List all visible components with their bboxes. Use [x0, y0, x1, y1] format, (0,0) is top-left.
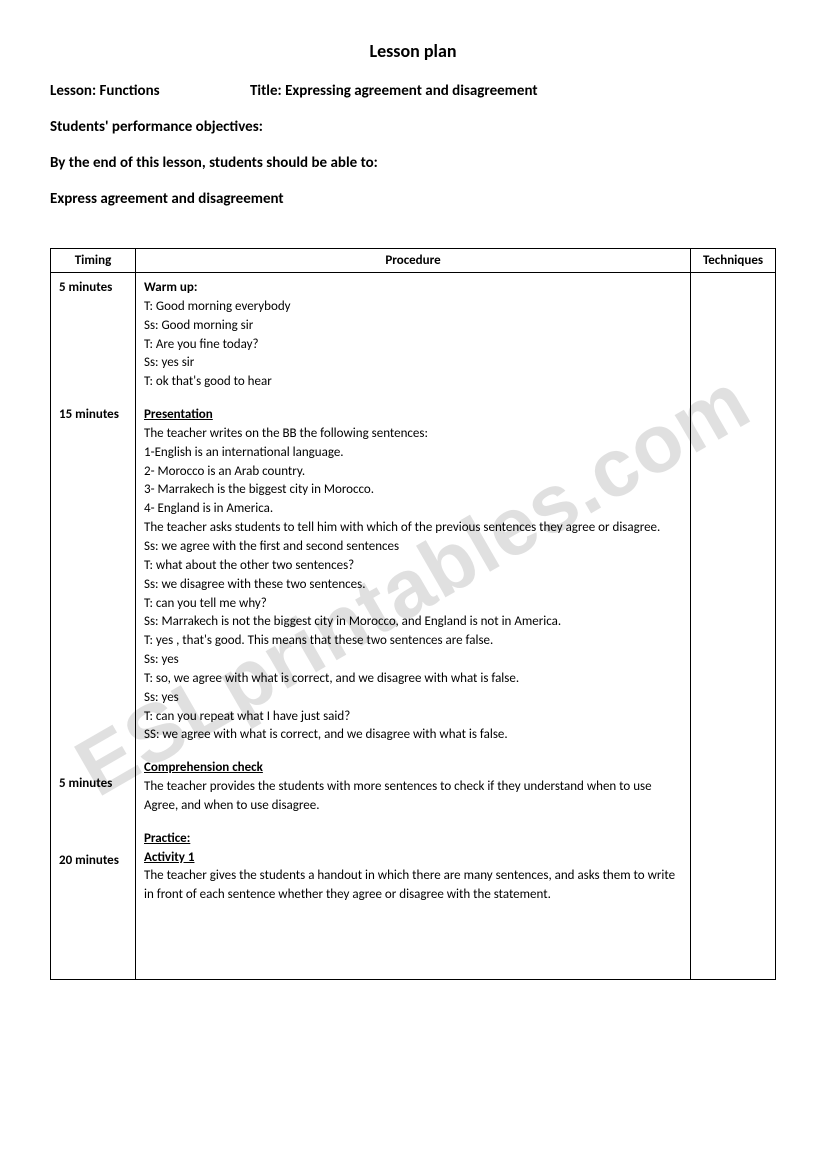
- procedure-line: Ss: Good morning sir: [144, 317, 682, 336]
- procedure-cell: Warm up: T: Good morning everybodySs: Goo…: [136, 273, 691, 980]
- procedure-line: Ss: yes: [144, 651, 682, 670]
- section-heading: Comprehension check: [144, 760, 263, 775]
- procedure-line: T: Good morning everybody: [144, 298, 682, 317]
- title-label: Title: Expressing agreement and disagree…: [250, 82, 538, 100]
- section-heading: Presentation: [144, 407, 213, 422]
- procedure-line: Ss: yes sir: [144, 354, 682, 373]
- lesson-label: Lesson: Functions: [50, 82, 250, 100]
- section-heading: Warm up:: [144, 280, 197, 295]
- procedure-line: 4- England is in America.: [144, 500, 682, 519]
- procedure-line: T: can you repeat what I have just said?: [144, 708, 682, 727]
- procedure-line: 3- Marrakech is the biggest city in Moro…: [144, 481, 682, 500]
- procedure-block: Comprehension check The teacher provides …: [144, 759, 682, 816]
- procedure-line: T: yes , that's good. This means that th…: [144, 632, 682, 651]
- objectives-text: Express agreement and disagreement: [50, 190, 776, 208]
- table-header-row: Timing Procedure Techniques: [51, 249, 776, 273]
- techniques-cell: [691, 273, 776, 980]
- procedure-line: Ss: we disagree with these two sentences…: [144, 576, 682, 595]
- timing-cell: 5 minutes 15 minutes 5 minutes 20 minutes: [51, 273, 136, 980]
- section-heading: Practice:: [144, 831, 190, 846]
- procedure-line: 1-English is an international language.: [144, 444, 682, 463]
- procedure-line: T: can you tell me why?: [144, 595, 682, 614]
- lesson-table: Timing Procedure Techniques 5 minutes 15 …: [50, 248, 776, 980]
- col-procedure: Procedure: [136, 249, 691, 273]
- timing-entry: 5 minutes: [59, 775, 127, 794]
- timing-entry: 20 minutes: [59, 852, 127, 871]
- section-subheading: Activity 1: [144, 850, 194, 865]
- procedure-line: T: so, we agree with what is correct, an…: [144, 670, 682, 689]
- procedure-block: Practice: Activity 1 The teacher gives the…: [144, 830, 682, 905]
- procedure-block: Presentation The teacher writes on the BB…: [144, 406, 682, 745]
- procedure-line: The teacher gives the students a handout…: [144, 867, 682, 905]
- procedure-line: Ss: yes: [144, 689, 682, 708]
- procedure-line: The teacher provides the students with m…: [144, 778, 682, 816]
- procedure-line: The teacher asks students to tell him wi…: [144, 519, 682, 538]
- lesson-header-row: Lesson: Functions Title: Expressing agre…: [50, 82, 776, 100]
- main-title: Lesson plan: [50, 40, 776, 62]
- procedure-line: Ss: we agree with the first and second s…: [144, 538, 682, 557]
- procedure-line: Ss: Marrakech is not the biggest city in…: [144, 613, 682, 632]
- table-body-row: 5 minutes 15 minutes 5 minutes 20 minutes W…: [51, 273, 776, 980]
- timing-entry: 5 minutes: [59, 279, 127, 298]
- procedure-line: The teacher writes on the BB the followi…: [144, 425, 682, 444]
- procedure-line: SS: we agree with what is correct, and w…: [144, 726, 682, 745]
- procedure-line: T: ok that's good to hear: [144, 373, 682, 392]
- col-timing: Timing: [51, 249, 136, 273]
- col-techniques: Techniques: [691, 249, 776, 273]
- procedure-block: Warm up: T: Good morning everybodySs: Goo…: [144, 279, 682, 392]
- timing-entry: 15 minutes: [59, 406, 127, 425]
- procedure-line: T: what about the other two sentences?: [144, 557, 682, 576]
- objectives-heading: Students' performance objectives:: [50, 118, 776, 136]
- objectives-intro: By the end of this lesson, students shou…: [50, 154, 776, 172]
- procedure-line: T: Are you fine today?: [144, 336, 682, 355]
- procedure-line: 2- Morocco is an Arab country.: [144, 463, 682, 482]
